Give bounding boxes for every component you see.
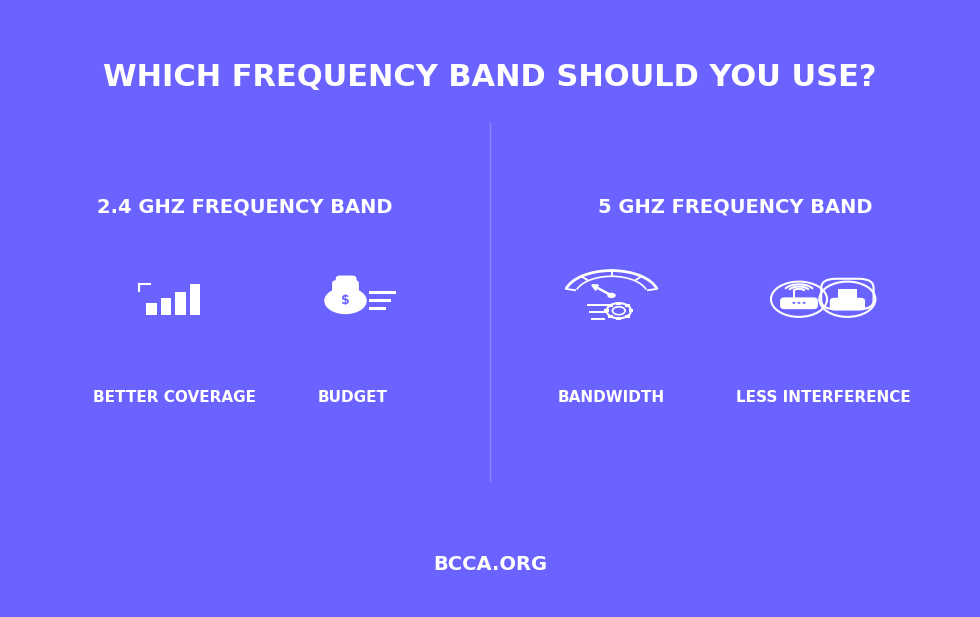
- FancyBboxPatch shape: [605, 309, 610, 312]
- FancyBboxPatch shape: [608, 315, 612, 318]
- Text: BETTER COVERAGE: BETTER COVERAGE: [93, 391, 256, 405]
- Text: BUDGET: BUDGET: [318, 391, 388, 405]
- Circle shape: [798, 302, 801, 304]
- Circle shape: [803, 302, 806, 304]
- FancyBboxPatch shape: [146, 304, 157, 315]
- Text: LESS INTERFERENCE: LESS INTERFERENCE: [736, 391, 910, 405]
- FancyBboxPatch shape: [175, 292, 185, 315]
- FancyBboxPatch shape: [336, 276, 357, 287]
- FancyBboxPatch shape: [332, 280, 359, 292]
- Text: 2.4 GHZ FREQUENCY BAND: 2.4 GHZ FREQUENCY BAND: [97, 197, 393, 216]
- Circle shape: [608, 292, 615, 298]
- FancyBboxPatch shape: [616, 302, 621, 305]
- Circle shape: [324, 288, 367, 314]
- Circle shape: [792, 302, 796, 304]
- Text: BANDWIDTH: BANDWIDTH: [558, 391, 665, 405]
- FancyBboxPatch shape: [780, 297, 818, 309]
- FancyBboxPatch shape: [830, 298, 865, 310]
- FancyBboxPatch shape: [628, 309, 633, 312]
- Text: WHICH FREQUENCY BAND SHOULD YOU USE?: WHICH FREQUENCY BAND SHOULD YOU USE?: [103, 62, 877, 92]
- FancyBboxPatch shape: [625, 315, 630, 318]
- FancyBboxPatch shape: [161, 298, 171, 315]
- FancyBboxPatch shape: [616, 317, 621, 320]
- Text: 5 GHZ FREQUENCY BAND: 5 GHZ FREQUENCY BAND: [598, 197, 872, 216]
- FancyBboxPatch shape: [190, 284, 200, 315]
- FancyBboxPatch shape: [608, 304, 612, 307]
- Text: $: $: [341, 294, 350, 307]
- FancyBboxPatch shape: [625, 304, 630, 307]
- Text: BCCA.ORG: BCCA.ORG: [433, 555, 547, 574]
- FancyBboxPatch shape: [838, 289, 857, 299]
